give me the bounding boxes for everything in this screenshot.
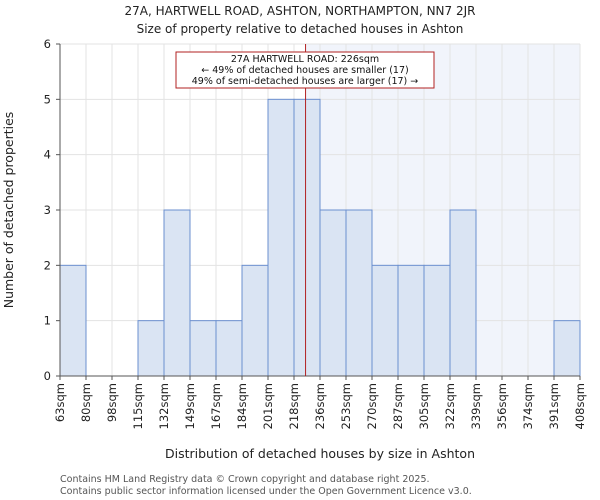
x-tick-label: 391sqm [547,383,561,429]
x-tick-label: 253sqm [339,383,353,429]
annotation-frame [175,51,435,89]
annotation-line-1: 27A HARTWELL ROAD: 226sqm [231,54,379,65]
bar-184sqm [241,264,269,377]
y-tick-label: 0 [44,369,51,383]
bar-391sqm [553,320,581,377]
bar-115sqm [137,320,165,377]
x-tick-label: 356sqm [495,383,509,429]
bar-253sqm [345,209,373,377]
x-tick-label: 322sqm [443,383,457,429]
bars [59,98,581,377]
bar-132sqm [163,209,191,377]
bar-149sqm [189,320,217,377]
x-tick-label: 149sqm [183,383,197,429]
annotation-line-2: ← 49% of detached houses are smaller (17… [201,65,408,76]
bar-236sqm [319,209,347,377]
bar-287sqm [397,264,425,377]
annotation-line-3: 49% of semi-detached houses are larger (… [192,76,419,87]
x-tick-label: 408sqm [573,383,587,429]
y-tick-labels: 0 1 2 3 4 5 6 [44,37,60,383]
x-tick-label: 305sqm [417,383,431,429]
x-tick-label: 167sqm [209,383,223,429]
x-tick-label: 236sqm [313,383,327,429]
annotation-box: 27A HARTWELL ROAD: 226sqm ← 49% of detac… [175,51,435,89]
y-tick-label: 1 [44,314,51,328]
x-tick-label: 287sqm [391,383,405,429]
x-tick-label: 339sqm [469,383,483,429]
bar-218sqm [293,98,321,377]
bar-322sqm [449,209,477,377]
y-tick-label: 3 [44,203,51,217]
bar-167sqm [215,320,243,377]
x-tick-label: 184sqm [235,383,249,429]
x-tick-label: 201sqm [261,383,275,429]
bar-201sqm [267,98,295,377]
bar-305sqm [423,264,451,377]
footer-line-2: Contains public sector information licen… [60,486,472,497]
x-tick-label: 115sqm [131,383,145,429]
x-tick-label: 218sqm [287,383,301,429]
x-tick-label: 270sqm [365,383,379,429]
y-axis-label: Number of detached properties [1,112,16,309]
chart-subtitle: Size of property relative to detached ho… [137,22,464,36]
x-tick-label: 63sqm [53,383,67,422]
bar-270sqm [371,264,399,377]
bar-63sqm [59,264,87,377]
chart-title: 27A, HARTWELL ROAD, ASHTON, NORTHAMPTON,… [125,4,476,18]
x-tick-label: 374sqm [521,383,535,429]
y-tick-label: 5 [44,92,51,106]
y-tick-label: 4 [44,148,51,162]
y-tick-label: 6 [44,37,51,51]
x-tick-label: 98sqm [105,383,119,422]
footer-line-1: Contains HM Land Registry data © Crown c… [60,474,430,485]
y-tick-label: 2 [44,258,51,272]
x-axis-label: Distribution of detached houses by size … [165,446,475,461]
x-tick-label: 80sqm [79,383,93,422]
x-tick-labels: 63sqm 80sqm 98sqm 115sqm 132sqm 149sqm 167sqm 1… [53,376,587,429]
x-tick-label: 132sqm [157,383,171,429]
